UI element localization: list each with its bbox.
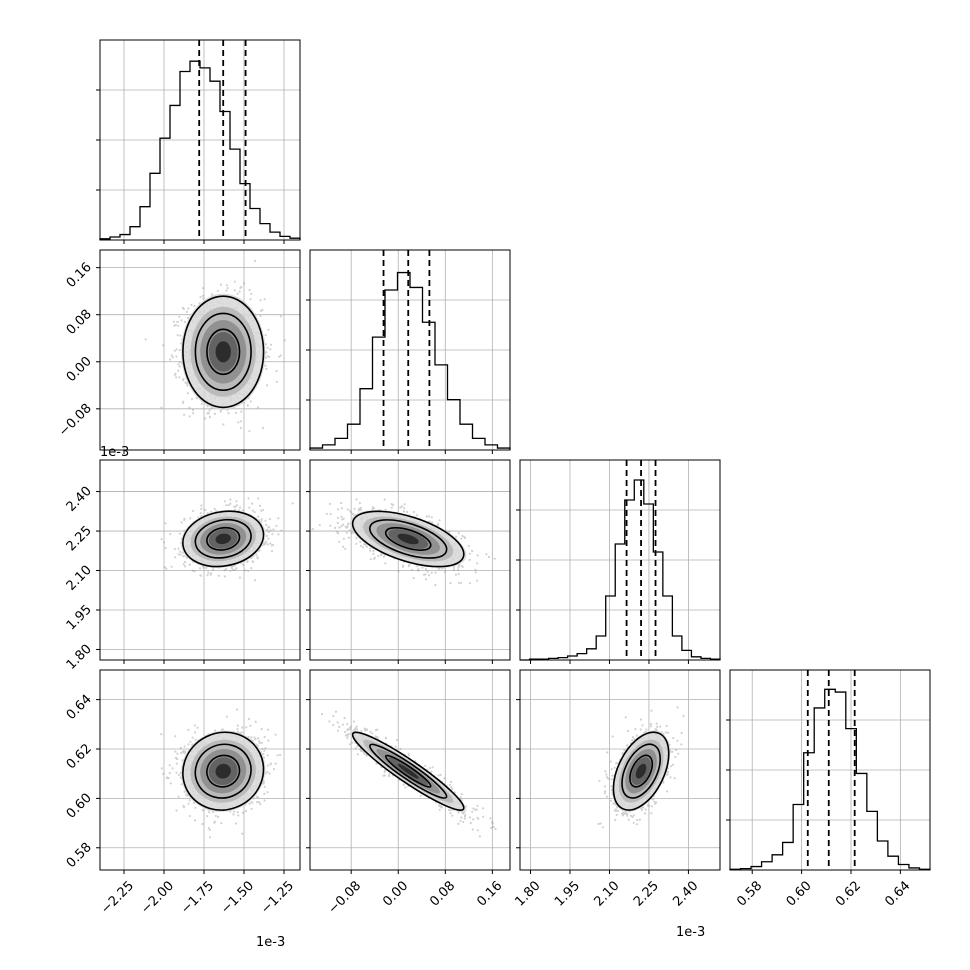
y-tick-label: 2.25 bbox=[64, 523, 95, 554]
panel-content bbox=[597, 706, 685, 829]
scatter-panel-1-3 bbox=[99, 459, 301, 661]
contour-line bbox=[369, 743, 448, 799]
panel-frame bbox=[99, 39, 301, 241]
x-tick-label: 0.58 bbox=[734, 878, 765, 909]
hist-panel-2 bbox=[306, 249, 511, 451]
histogram-step bbox=[520, 479, 721, 661]
contour-line bbox=[206, 526, 241, 551]
y-tick-label: 0.60 bbox=[64, 791, 95, 822]
panel-frame bbox=[99, 459, 301, 661]
y-tick-label: 0.58 bbox=[64, 840, 95, 871]
panel-content bbox=[160, 497, 294, 582]
y-offset-label: 1e-3 bbox=[100, 445, 129, 460]
x-tick-label: −1.75 bbox=[178, 878, 217, 917]
density-level bbox=[215, 763, 231, 779]
density-level bbox=[397, 763, 419, 779]
x-tick-label: −2.00 bbox=[138, 878, 177, 917]
density-level bbox=[635, 763, 647, 779]
x-tick-label: 2.10 bbox=[591, 878, 622, 909]
contour-line bbox=[351, 731, 465, 811]
scatter-panel-3-4 bbox=[519, 669, 721, 871]
contour-line bbox=[384, 754, 432, 788]
x-tick-label: 2.25 bbox=[631, 878, 662, 909]
density-level bbox=[215, 341, 231, 363]
x-tick-label: −1.50 bbox=[218, 878, 257, 917]
y-tick-label: 2.40 bbox=[64, 484, 95, 515]
y-tick-label: 2.10 bbox=[64, 563, 95, 594]
panel-frame bbox=[519, 459, 721, 661]
x-tick-label: 0.08 bbox=[427, 878, 458, 909]
y-tick-label: 1.95 bbox=[64, 602, 95, 633]
contour-line bbox=[621, 743, 661, 799]
panel-frame bbox=[309, 249, 511, 451]
panel-frame bbox=[99, 249, 301, 451]
contour-line bbox=[194, 743, 252, 799]
y-tick-label: 0.08 bbox=[64, 307, 95, 338]
x-tick-label: −2.25 bbox=[98, 878, 137, 917]
contour-line bbox=[612, 731, 670, 811]
hist-panel-1 bbox=[96, 39, 301, 241]
x-tick-label: 0.60 bbox=[784, 878, 815, 909]
panel-frame bbox=[309, 459, 511, 661]
contour-line bbox=[206, 328, 241, 376]
density-level bbox=[215, 533, 231, 545]
y-tick-label: 1.80 bbox=[64, 642, 95, 673]
contour-line bbox=[629, 754, 654, 788]
panel-content bbox=[160, 708, 282, 839]
hist-panel-3 bbox=[516, 459, 721, 661]
panel-content bbox=[144, 259, 286, 433]
hist-panel-4 bbox=[726, 669, 931, 871]
x-offset-label: 1e-3 bbox=[256, 935, 285, 950]
contour-line bbox=[384, 526, 432, 551]
panel-frame bbox=[99, 669, 301, 871]
x-tick-label: −1.25 bbox=[258, 878, 297, 917]
x-offset-label: 1e-3 bbox=[676, 925, 705, 940]
y-tick-label: −0.08 bbox=[56, 401, 95, 440]
x-tick-label: 2.40 bbox=[670, 878, 701, 909]
y-tick-label: 0.16 bbox=[64, 260, 95, 291]
panel-content bbox=[311, 498, 496, 587]
x-tick-label: 1.95 bbox=[552, 878, 583, 909]
contour-line bbox=[194, 312, 252, 391]
density-level bbox=[397, 533, 419, 545]
contour-line bbox=[182, 510, 265, 568]
contour-line bbox=[182, 295, 265, 409]
contour-line bbox=[351, 510, 465, 568]
scatter-panel-2-3 bbox=[309, 459, 511, 661]
contour-line bbox=[369, 519, 448, 559]
histogram-step bbox=[309, 271, 511, 450]
x-tick-label: 1.80 bbox=[512, 878, 543, 909]
x-tick-label: −0.08 bbox=[325, 878, 364, 917]
x-tick-label: 0.16 bbox=[474, 878, 505, 909]
panel-frame bbox=[309, 669, 511, 871]
contour-line bbox=[194, 518, 252, 559]
histogram-step bbox=[729, 688, 931, 870]
contour-line bbox=[182, 731, 265, 811]
x-tick-label: 0.00 bbox=[380, 878, 411, 909]
y-tick-label: 0.64 bbox=[64, 692, 95, 723]
x-tick-label: 0.62 bbox=[833, 878, 864, 909]
y-tick-label: 0.00 bbox=[64, 354, 95, 385]
scatter-panel-2-4 bbox=[309, 669, 511, 871]
panel-frame bbox=[729, 669, 931, 871]
panel-content bbox=[320, 710, 497, 838]
x-tick-label: 0.64 bbox=[882, 878, 913, 909]
scatter-panel-1-4 bbox=[99, 669, 301, 871]
y-tick-label: 0.62 bbox=[64, 741, 95, 772]
scatter-panel-1-2 bbox=[99, 249, 301, 451]
contour-line bbox=[206, 754, 241, 788]
panel-frame bbox=[519, 669, 721, 871]
